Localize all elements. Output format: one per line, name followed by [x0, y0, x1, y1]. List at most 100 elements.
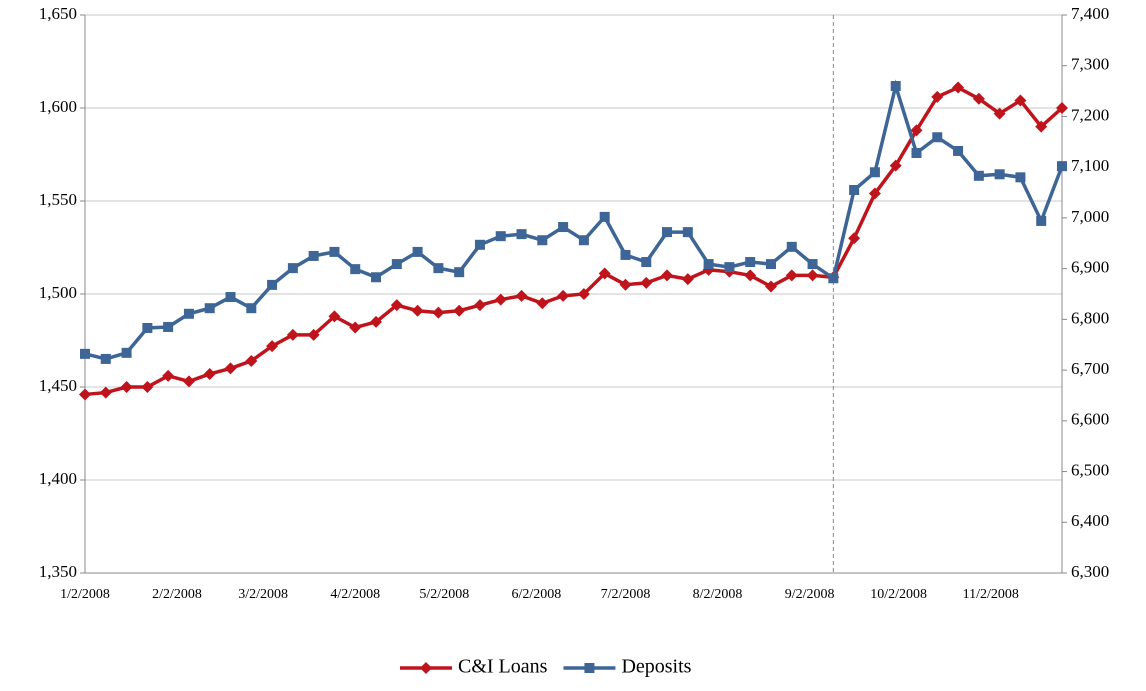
y2-tick-label: 7,200 [1071, 105, 1109, 124]
marker [453, 304, 466, 317]
marker [371, 272, 382, 283]
marker [765, 259, 776, 270]
marker [703, 259, 714, 270]
marker [141, 381, 154, 393]
y2-tick-label: 6,500 [1071, 460, 1109, 479]
x-tick-label: 4/2/2008 [330, 587, 380, 602]
y2-tick-label: 7,000 [1071, 207, 1109, 226]
y-tick-label: 1,600 [39, 97, 77, 116]
legend-marker [420, 662, 432, 674]
marker [744, 269, 757, 282]
y2-tick-label: 7,300 [1071, 55, 1109, 74]
marker [328, 310, 341, 323]
marker [558, 222, 569, 233]
y-tick-label: 1,550 [39, 190, 77, 209]
marker [724, 262, 735, 273]
marker [307, 328, 320, 341]
marker [1057, 161, 1067, 172]
marker [183, 308, 194, 319]
marker [557, 289, 570, 302]
marker [1015, 172, 1026, 183]
marker [890, 81, 901, 92]
marker [640, 276, 653, 289]
marker [390, 299, 403, 312]
marker [932, 132, 943, 143]
y2-tick-label: 6,900 [1071, 258, 1109, 277]
y2-tick-label: 7,100 [1071, 156, 1109, 175]
marker [641, 257, 652, 268]
y2-tick-label: 6,800 [1071, 308, 1109, 327]
marker [225, 292, 236, 303]
y2-tick-label: 6,700 [1071, 359, 1109, 378]
marker [349, 321, 362, 334]
y2-tick-label: 6,600 [1071, 410, 1109, 429]
marker [807, 259, 818, 270]
marker [121, 347, 132, 358]
marker [578, 235, 589, 246]
marker [245, 354, 258, 367]
marker [745, 257, 756, 268]
marker [329, 246, 340, 257]
marker [454, 267, 465, 278]
marker [786, 241, 797, 252]
legend-label: C&I Loans [458, 656, 548, 678]
marker [163, 321, 174, 332]
x-tick-label: 5/2/2008 [419, 587, 469, 602]
marker [494, 293, 507, 306]
marker [391, 259, 402, 270]
marker [911, 147, 922, 158]
marker [931, 90, 944, 103]
marker [516, 229, 527, 240]
marker [973, 170, 984, 181]
marker [993, 107, 1006, 120]
y-tick-label: 1,650 [39, 4, 77, 23]
marker [828, 273, 839, 284]
marker [764, 280, 777, 293]
marker [868, 187, 881, 200]
marker [952, 81, 965, 94]
y2-tick-label: 7,400 [1071, 4, 1109, 23]
marker [350, 264, 361, 275]
marker [515, 289, 528, 302]
marker [1056, 102, 1068, 114]
marker [287, 263, 298, 274]
x-tick-label: 7/2/2008 [601, 587, 651, 602]
marker [204, 303, 215, 314]
marker [849, 185, 860, 196]
marker [869, 167, 880, 178]
x-tick-label: 9/2/2008 [785, 587, 835, 602]
marker [432, 306, 445, 319]
marker [267, 279, 278, 290]
marker [203, 367, 216, 380]
marker [142, 322, 153, 333]
marker [599, 211, 610, 222]
marker [598, 267, 611, 280]
marker [80, 348, 90, 359]
x-tick-label: 11/2/2008 [963, 587, 1019, 602]
y-tick-label: 1,400 [39, 469, 77, 488]
marker [495, 231, 506, 242]
marker [620, 249, 631, 260]
marker [224, 362, 237, 375]
marker [994, 169, 1005, 180]
y-tick-label: 1,500 [39, 283, 77, 302]
marker [308, 250, 319, 261]
legend-label: Deposits [621, 656, 691, 678]
marker [412, 246, 423, 257]
marker [661, 269, 674, 282]
marker [681, 273, 694, 286]
x-tick-label: 1/2/2008 [60, 587, 110, 602]
marker [370, 315, 383, 328]
marker [1014, 94, 1027, 107]
legend-marker [584, 663, 595, 673]
y2-tick-label: 6,300 [1071, 562, 1109, 581]
marker [682, 227, 693, 238]
marker [474, 239, 485, 250]
marker [473, 299, 486, 312]
marker [848, 232, 861, 245]
marker [182, 375, 195, 388]
marker [1035, 120, 1048, 133]
marker [537, 235, 548, 246]
marker [99, 386, 112, 399]
